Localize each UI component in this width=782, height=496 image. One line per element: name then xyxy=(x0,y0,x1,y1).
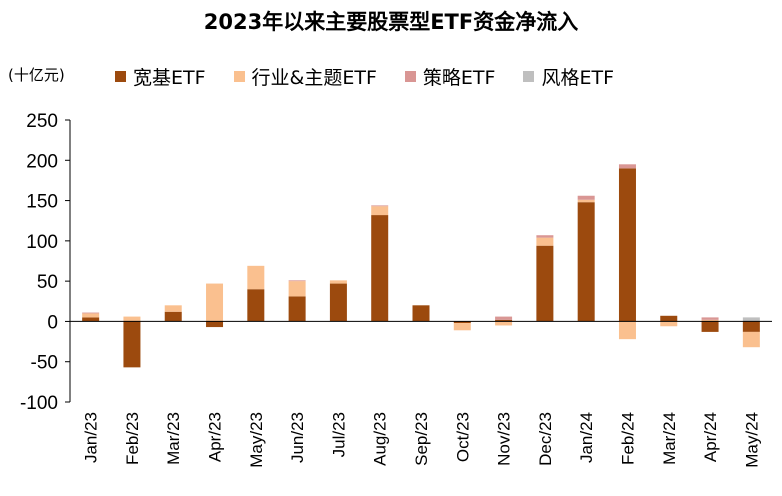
x-tick-label: May/24 xyxy=(742,412,761,468)
bar-2-13 xyxy=(618,164,636,169)
bar-0-7 xyxy=(371,215,389,322)
bar-0-9 xyxy=(453,321,471,324)
bar-0-5 xyxy=(288,296,306,322)
y-tick-label: 150 xyxy=(26,192,58,213)
x-tick-label: Feb/24 xyxy=(618,412,637,465)
bar-1-15 xyxy=(701,319,719,322)
y-tick-label: 100 xyxy=(26,232,58,253)
bar-2-5 xyxy=(288,280,306,282)
legend-swatch xyxy=(404,71,416,82)
legend-swatch xyxy=(115,71,126,82)
bar-2-7 xyxy=(371,205,389,207)
bar-1-6 xyxy=(329,280,347,284)
x-tick-label: Apr/24 xyxy=(701,412,720,462)
legend-item-0: 宽基ETF xyxy=(115,63,206,90)
bar-2-0 xyxy=(82,312,100,314)
bar-0-3 xyxy=(206,321,224,328)
x-tick-label: Jan/23 xyxy=(82,412,101,463)
x-tick-label: Dec/23 xyxy=(536,412,555,466)
bar-0-15 xyxy=(701,321,719,332)
chart-legend: 宽基ETF 行业&主题ETF 策略ETF 风格ETF xyxy=(115,63,614,90)
legend-label: 风格ETF xyxy=(541,67,614,89)
bar-1-16 xyxy=(742,331,760,348)
bar-1-10 xyxy=(495,321,513,326)
x-tick-label: Nov/23 xyxy=(495,412,514,466)
bar-0-12 xyxy=(577,202,595,322)
bar-2-15 xyxy=(701,317,719,320)
legend-label: 宽基ETF xyxy=(133,67,206,89)
bar-0-4 xyxy=(247,289,265,322)
bar-1-13 xyxy=(618,321,636,340)
legend-label: 行业&主题ETF xyxy=(251,67,377,89)
x-tick-label: Jun/23 xyxy=(288,412,307,463)
bar-1-3 xyxy=(206,283,224,322)
bar-1-11 xyxy=(536,237,554,246)
y-tick-label: 250 xyxy=(26,111,58,132)
bar-0-2 xyxy=(164,311,182,322)
bar-2-12 xyxy=(577,195,595,200)
y-tick-label: -50 xyxy=(31,353,58,374)
bar-0-6 xyxy=(329,283,347,322)
legend-item-1: 行业&主题ETF xyxy=(233,63,377,90)
bar-0-14 xyxy=(660,315,678,322)
bar-1-9 xyxy=(453,323,471,331)
bar-1-5 xyxy=(288,281,306,297)
x-tick-label: Jul/23 xyxy=(329,412,348,457)
bar-1-12 xyxy=(577,199,595,203)
bar-1-7 xyxy=(371,206,389,216)
bar-2-10 xyxy=(495,316,513,320)
y-tick-label: 200 xyxy=(26,151,58,172)
bar-0-8 xyxy=(412,305,430,322)
bar-0-11 xyxy=(536,245,554,322)
y-axis-unit-label: (十亿元) xyxy=(8,66,65,84)
y-tick-label: 0 xyxy=(47,312,58,333)
bar-3-16 xyxy=(742,317,760,322)
x-tick-label: Aug/23 xyxy=(371,412,390,466)
chart-title: 2023年以来主要股票型ETF资金净流入 xyxy=(203,10,579,34)
legend-swatch xyxy=(523,71,535,82)
x-tick-label: Oct/23 xyxy=(453,412,472,462)
bar-1-4 xyxy=(247,265,265,290)
bar-0-1 xyxy=(123,321,141,368)
x-tick-label: Sep/23 xyxy=(412,412,431,466)
bar-2-11 xyxy=(536,235,554,238)
bar-1-1 xyxy=(123,316,141,322)
bar-0-16 xyxy=(742,321,760,332)
bar-1-2 xyxy=(164,305,182,312)
bar-1-14 xyxy=(660,321,678,327)
x-tick-label: Mar/24 xyxy=(660,412,679,465)
y-tick-label: -100 xyxy=(20,393,58,414)
legend-label: 策略ETF xyxy=(422,67,496,89)
y-tick-label: 50 xyxy=(37,272,58,293)
bar-0-10 xyxy=(495,319,513,322)
x-tick-label: May/23 xyxy=(247,412,266,468)
bar-0-13 xyxy=(618,168,636,322)
legend-swatch xyxy=(233,71,245,82)
bar-1-0 xyxy=(82,313,100,318)
x-tick-label: Jan/24 xyxy=(577,412,596,463)
x-tick-label: Apr/23 xyxy=(206,412,225,462)
x-tick-label: Mar/23 xyxy=(164,412,183,465)
bar-0-0 xyxy=(82,317,100,322)
legend-item-2: 策略ETF xyxy=(404,63,496,90)
x-tick-label: Feb/23 xyxy=(123,412,142,465)
legend-item-3: 风格ETF xyxy=(523,63,614,90)
